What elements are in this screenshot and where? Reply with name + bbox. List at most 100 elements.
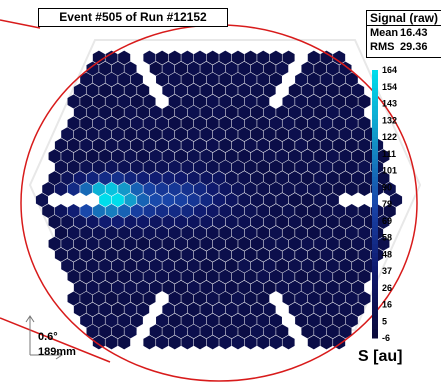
camera-pixel — [219, 160, 232, 175]
camera-pixel — [162, 193, 175, 207]
camera-pixel — [92, 291, 105, 306]
camera-pixel — [250, 171, 263, 186]
camera-pixel — [238, 280, 251, 295]
camera-pixel — [339, 105, 352, 120]
camera-pixel — [105, 50, 118, 65]
camera-pixel — [320, 72, 333, 87]
camera-pixel — [61, 236, 74, 251]
camera-pixel — [86, 302, 99, 317]
camera-pixel — [333, 269, 346, 284]
camera-pixel — [212, 302, 226, 317]
colorbar-segment — [372, 150, 378, 156]
camera-pixel — [193, 335, 207, 350]
camera-pixel — [276, 127, 289, 142]
camera-pixel — [301, 83, 314, 98]
camera-pixel — [168, 72, 181, 87]
camera-pixel — [333, 94, 346, 109]
camera-pixel — [149, 105, 162, 120]
camera-pixel — [282, 203, 295, 218]
camera-pixel — [383, 203, 396, 218]
camera-pixel — [257, 313, 270, 328]
camera-pixel — [111, 324, 124, 339]
colorbar-segment — [372, 137, 378, 142]
camera-pixel — [92, 116, 105, 131]
camera-pixel — [73, 193, 86, 207]
camera-pixel — [67, 247, 80, 262]
camera-pixel — [225, 171, 238, 186]
camera-pixel — [263, 105, 276, 120]
camera-pixel — [352, 280, 365, 295]
camera-pixel — [269, 138, 282, 153]
camera-pixel — [80, 138, 93, 153]
camera-pixel — [73, 105, 86, 120]
camera-pixel — [92, 94, 105, 109]
camera-pixel — [326, 214, 339, 229]
camera-pixel — [288, 83, 301, 98]
camera-pixel — [54, 160, 68, 175]
camera-pixel — [206, 72, 219, 87]
camera-pixel — [276, 258, 289, 273]
camera-pixel — [168, 94, 181, 109]
camera-pixel — [99, 324, 112, 339]
camera-pixel — [168, 313, 181, 328]
camera-pixel — [238, 149, 251, 164]
colorbar-segment — [372, 329, 378, 335]
camera-pixel — [345, 203, 358, 218]
colorbar-segment — [372, 257, 378, 263]
camera-pixel — [282, 94, 295, 109]
camera-pixel — [269, 225, 282, 240]
camera-pixel — [307, 94, 320, 109]
camera-pixel — [238, 214, 251, 229]
colorbar-segment — [372, 324, 378, 330]
camera-pixel — [244, 182, 257, 197]
camera-pixel — [80, 313, 93, 328]
colorbar-segment — [372, 199, 378, 205]
camera-pixel — [118, 269, 131, 284]
camera-pixel — [269, 335, 282, 350]
camera-pixel — [282, 182, 295, 197]
camera-pixel — [200, 149, 213, 164]
camera-pixel — [244, 335, 257, 350]
camera-pixel — [206, 94, 219, 109]
colorbar-segment — [372, 181, 378, 187]
camera-pixel — [143, 72, 156, 87]
colorbar-segment — [372, 253, 378, 259]
camera-pixel — [212, 127, 226, 142]
colorbar-segment — [372, 293, 378, 299]
camera-pixel — [162, 280, 175, 295]
camera-pixel — [238, 61, 251, 76]
camera-pixel — [288, 171, 301, 186]
camera-pixel — [320, 269, 333, 284]
camera-pixel — [276, 302, 289, 317]
camera-pixel — [137, 324, 150, 339]
camera-pixel — [156, 182, 169, 197]
camera-pixel — [175, 105, 188, 120]
camera-pixel — [111, 280, 124, 295]
camera-pixel — [326, 302, 339, 317]
camera-pixel — [320, 50, 333, 65]
camera-pixel — [314, 149, 327, 164]
camera-pixel — [282, 313, 295, 328]
camera-pixel — [105, 116, 118, 131]
camera-pixel — [307, 291, 320, 306]
camera-pixel — [80, 247, 93, 262]
camera-pixel — [124, 171, 137, 186]
colorbar-tick-label: 16 — [382, 300, 392, 310]
camera-pixel — [48, 214, 61, 229]
camera-pixel — [269, 269, 282, 284]
camera-pixel — [206, 160, 219, 175]
colorbar-segment — [372, 311, 378, 317]
camera-pixel — [124, 61, 137, 76]
camera-pixel — [231, 50, 245, 65]
colorbar-segment — [372, 177, 378, 183]
camera-pixel — [320, 182, 333, 197]
camera-pixel — [250, 83, 263, 98]
camera-pixel — [137, 105, 150, 120]
camera-pixel — [339, 280, 352, 295]
colorbar-tick-label: 90 — [382, 182, 392, 192]
camera-pixel — [333, 116, 346, 131]
camera-pixel — [111, 258, 124, 273]
camera-pixel — [352, 236, 365, 251]
colorbar-segment — [372, 114, 378, 120]
camera-pixel — [187, 214, 200, 229]
